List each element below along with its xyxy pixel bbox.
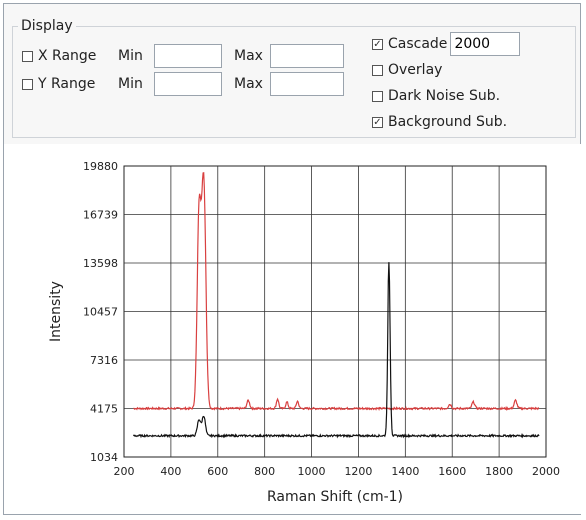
background-checkbox[interactable]: ✓: [372, 116, 383, 128]
y-range-min-input[interactable]: [154, 72, 222, 96]
background-row: ✓ Background Sub.: [372, 114, 507, 130]
y-range-max-label: Max: [234, 76, 263, 92]
y-range-row: Y Range Min Max: [22, 72, 344, 96]
y-tick-label: 1034: [90, 451, 118, 464]
cascade-input[interactable]: [450, 32, 521, 56]
spectrum-chart: 200 400 600 800 1000 1200 1400 1600 1800 2000 1034…: [48, 160, 560, 505]
y-tick-label: 13598: [83, 257, 118, 270]
overlay-label: Overlay: [388, 62, 443, 78]
y-range-checkbox[interactable]: [22, 78, 33, 90]
dark-noise-checkbox[interactable]: [372, 90, 383, 102]
x-range-max-input[interactable]: [270, 44, 344, 68]
cascade-label: Cascade: [388, 36, 448, 52]
x-range-label: X Range: [38, 48, 97, 64]
spectrum-series-line: [132, 262, 540, 439]
x-tick-label: 800: [254, 465, 275, 478]
x-tick-label: 600: [207, 465, 228, 478]
spectrum-series-line: [133, 171, 540, 412]
y-range-min-label: Min: [118, 76, 143, 92]
x-tick-label: 1400: [391, 465, 419, 478]
x-tick-label: 400: [160, 465, 181, 478]
x-tick-label: 2000: [532, 465, 560, 478]
y-tick-label: 16739: [83, 209, 118, 222]
x-range-max-label: Max: [234, 48, 263, 64]
overlay-checkbox[interactable]: [372, 64, 383, 76]
y-tick-label: 10457: [83, 306, 118, 319]
y-tick-label: 19880: [83, 160, 118, 173]
x-range-min-input[interactable]: [154, 44, 222, 68]
dark-noise-label: Dark Noise Sub.: [388, 88, 501, 104]
x-tick-label: 1600: [438, 465, 466, 478]
cascade-checkbox[interactable]: ✓: [372, 38, 383, 50]
y-tick-label: 7316: [90, 354, 118, 367]
background-label: Background Sub.: [388, 114, 508, 130]
overlay-row: Overlay: [372, 62, 442, 78]
cascade-row: ✓ Cascade: [372, 32, 521, 56]
app-window: Display X Range Min Max Y Range Min Max …: [3, 3, 582, 515]
y-range-label: Y Range: [38, 76, 96, 92]
x-tick-label: 200: [114, 465, 135, 478]
spectrum-plot: 200 400 600 800 1000 1200 1400 1600 1800 2000 1034…: [4, 144, 582, 514]
x-range-row: X Range Min Max: [22, 44, 344, 68]
x-tick-label: 1200: [344, 465, 372, 478]
x-range-min-label: Min: [118, 48, 143, 64]
x-axis-label: Raman Shift (cm-1): [267, 489, 403, 505]
y-axis-label: Intensity: [48, 281, 64, 342]
dark-noise-row: Dark Noise Sub.: [372, 88, 500, 104]
x-tick-label: 1000: [298, 465, 326, 478]
x-range-checkbox[interactable]: [22, 50, 33, 62]
y-range-max-input[interactable]: [270, 72, 344, 96]
y-tick-label: 4175: [90, 403, 118, 416]
x-tick-label: 1800: [485, 465, 513, 478]
display-group-title: Display: [18, 18, 76, 34]
